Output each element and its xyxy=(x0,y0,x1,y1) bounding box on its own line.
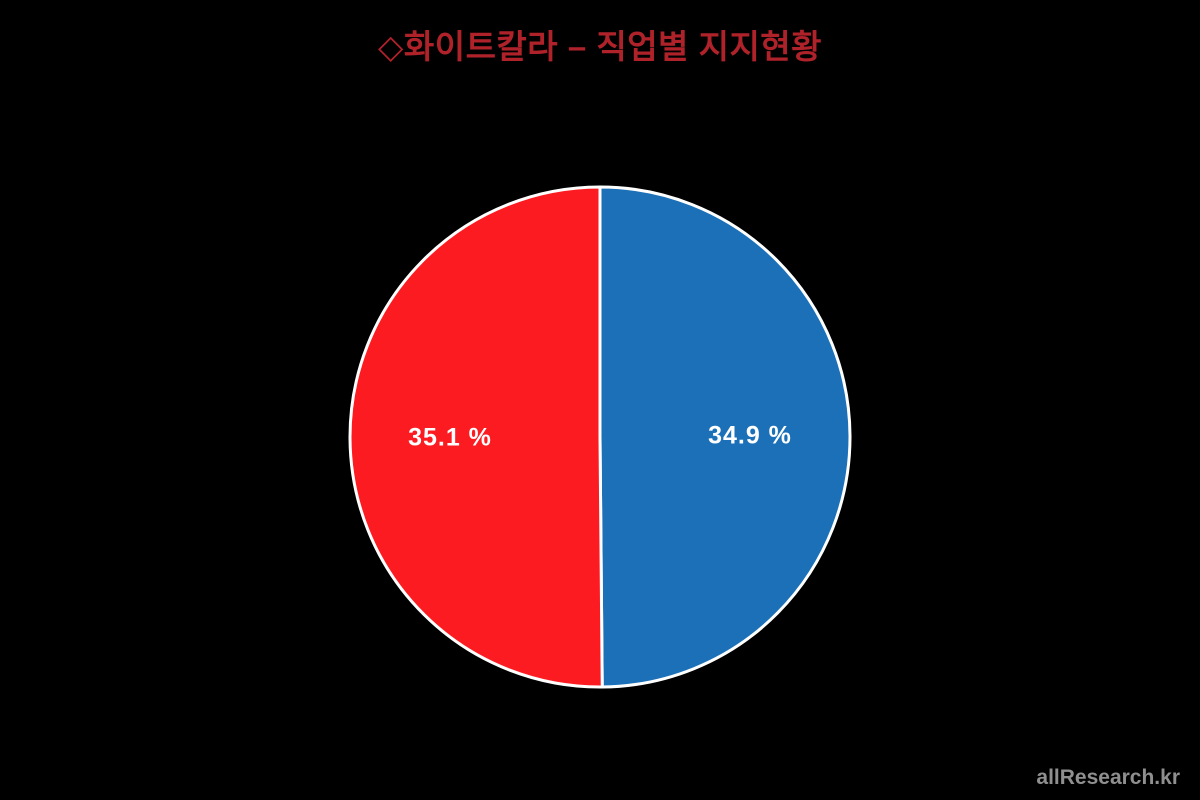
pie-chart: 34.9 % 35.1 % xyxy=(347,184,853,690)
slice-label-blue: 34.9 % xyxy=(708,421,792,450)
pie-svg xyxy=(348,185,852,689)
pie-slice-red xyxy=(348,185,604,689)
chart-title: ◇화이트칼라 – 직업별 지지현황 xyxy=(377,28,823,65)
watermark-allresearch: allResearch.kr xyxy=(1036,766,1180,789)
slice-label-red: 35.1 % xyxy=(408,423,492,452)
pie-slice-blue xyxy=(598,185,852,689)
